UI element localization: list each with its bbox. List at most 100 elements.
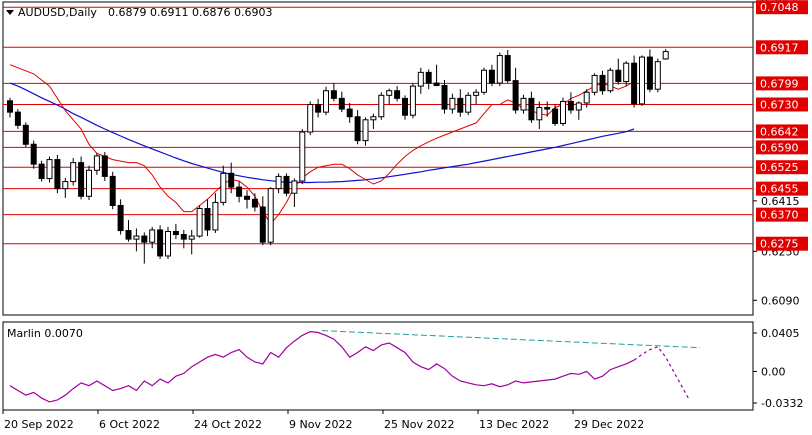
candle xyxy=(591,73,598,96)
candle xyxy=(323,86,329,116)
candle xyxy=(631,55,638,108)
collapse-triangle-icon[interactable] xyxy=(6,10,14,15)
candle xyxy=(315,98,322,118)
candle xyxy=(330,83,337,102)
level-tag: 0.6455 xyxy=(756,181,808,196)
candle xyxy=(70,158,77,186)
candle xyxy=(362,117,369,146)
candle xyxy=(267,187,274,246)
candle xyxy=(607,67,614,93)
candle xyxy=(204,199,211,237)
candle xyxy=(662,49,669,60)
svg-text:0.6455: 0.6455 xyxy=(760,183,799,196)
candle xyxy=(536,101,543,129)
indicator-tick-label: 0.00 xyxy=(761,365,786,378)
candle xyxy=(283,173,290,197)
time-tick-label: 29 Dec 2022 xyxy=(574,418,644,431)
candle xyxy=(141,232,148,264)
indicator-panel xyxy=(2,321,754,411)
candle xyxy=(78,156,85,200)
candle xyxy=(180,229,187,249)
candle xyxy=(109,171,116,210)
candle xyxy=(378,92,385,120)
candle xyxy=(552,104,559,126)
candle xyxy=(623,61,630,87)
candle xyxy=(117,199,124,235)
indicator-tick-label: -0.0332 xyxy=(761,397,803,410)
candle xyxy=(236,181,243,203)
time-tick-label: 9 Nov 2022 xyxy=(289,418,352,431)
indicator-label: Marlin 0.0070 xyxy=(7,327,83,340)
candle xyxy=(615,58,622,85)
price-panel xyxy=(2,1,754,316)
candle xyxy=(354,110,361,145)
candle xyxy=(417,67,424,94)
oscillator-series xyxy=(9,330,701,403)
candle xyxy=(46,156,53,183)
candle xyxy=(465,92,472,116)
candle xyxy=(101,151,108,181)
candle xyxy=(165,226,171,260)
price-axis: 0.70650.64150.62500.60900.70480.69170.67… xyxy=(753,0,808,307)
candle xyxy=(133,228,140,252)
candle xyxy=(599,70,606,95)
svg-text:0.6917: 0.6917 xyxy=(760,41,799,54)
candle xyxy=(441,80,448,114)
candle xyxy=(488,64,495,87)
candle xyxy=(386,88,393,105)
ma-slow-line xyxy=(9,82,635,184)
candle xyxy=(93,152,100,175)
candle xyxy=(157,225,164,260)
svg-text:0.6642: 0.6642 xyxy=(760,125,799,138)
candles xyxy=(7,49,669,264)
candle xyxy=(196,205,203,238)
candle xyxy=(425,69,432,90)
candle xyxy=(38,160,45,182)
candle xyxy=(22,122,29,148)
candle xyxy=(370,113,377,129)
candle xyxy=(299,128,306,185)
indicator-axis: 0.0405 0.00 -0.0332 xyxy=(753,327,803,410)
candle xyxy=(228,162,235,194)
level-tag: 0.6370 xyxy=(756,207,808,222)
candle xyxy=(512,67,519,114)
candle xyxy=(654,58,661,93)
time-axis: 20 Sep 2022 6 Oct 2022 24 Oct 2022 9 Nov 20… xyxy=(2,410,644,431)
candle xyxy=(567,92,574,114)
candle xyxy=(14,109,21,129)
candle xyxy=(244,190,250,209)
candle xyxy=(212,193,219,234)
level-tag: 0.6590 xyxy=(756,140,808,155)
candle xyxy=(639,55,645,107)
level-tag: 0.7048 xyxy=(756,0,808,15)
candle xyxy=(394,86,401,102)
candle xyxy=(520,94,527,114)
level-tag: 0.6642 xyxy=(756,124,808,139)
candle xyxy=(457,89,464,117)
candle xyxy=(149,226,156,249)
level-tag: 0.6525 xyxy=(756,160,808,175)
time-tick-label: 6 Oct 2022 xyxy=(99,418,160,431)
candle xyxy=(251,193,258,212)
candle xyxy=(86,165,92,200)
candle xyxy=(646,49,653,93)
candle xyxy=(504,50,511,84)
candle xyxy=(402,95,408,120)
chart-symbol: AUDUSD,Daily xyxy=(18,6,97,19)
time-tick-label: 13 Dec 2022 xyxy=(479,418,549,431)
indicator-tick-label: 0.0405 xyxy=(761,327,800,340)
candle xyxy=(172,223,179,240)
time-tick-label: 20 Sep 2022 xyxy=(4,418,74,431)
candle xyxy=(220,165,227,206)
level-tag: 0.6730 xyxy=(756,97,808,112)
horizontal-levels xyxy=(3,6,753,245)
candle xyxy=(7,97,13,118)
candle xyxy=(275,173,282,194)
price-tick-label: 0.6090 xyxy=(761,294,800,307)
svg-text:0.6799: 0.6799 xyxy=(760,77,799,90)
svg-text:0.6730: 0.6730 xyxy=(760,98,799,111)
svg-text:0.6590: 0.6590 xyxy=(760,141,799,154)
svg-text:0.6370: 0.6370 xyxy=(760,209,799,222)
candle xyxy=(188,229,195,255)
